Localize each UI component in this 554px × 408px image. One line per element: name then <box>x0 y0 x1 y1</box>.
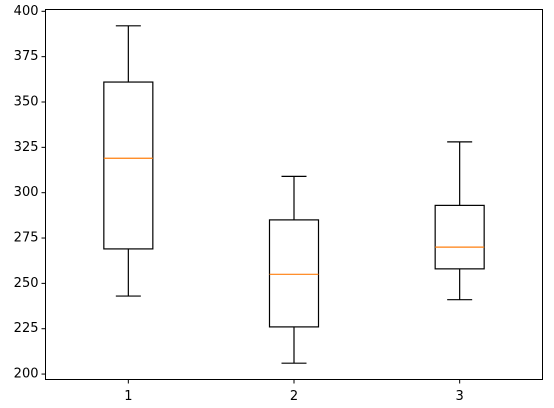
x-tick-label: 1 <box>124 389 132 404</box>
y-tick-label: 225 <box>14 321 39 336</box>
y-tick-label: 300 <box>14 185 39 200</box>
axes-frame <box>45 9 543 380</box>
y-tick-label: 275 <box>14 231 39 246</box>
x-tick-label: 2 <box>290 389 298 404</box>
plot-area <box>103 25 485 364</box>
y-axis: 200 225 250 275 300 325 350 375 400 <box>14 4 46 382</box>
iqr-box <box>434 204 485 270</box>
y-tick-label: 325 <box>14 140 39 155</box>
box-3 <box>434 141 485 301</box>
iqr-box <box>103 81 154 250</box>
iqr-box <box>268 219 320 328</box>
y-tick-label: 400 <box>14 4 39 19</box>
x-axis: 1 2 3 <box>124 379 464 404</box>
x-tick-label: 3 <box>456 389 464 404</box>
box-2 <box>268 175 320 364</box>
box-1 <box>103 25 154 297</box>
y-tick-label: 375 <box>14 49 39 64</box>
y-tick-label: 200 <box>14 367 39 382</box>
y-tick-label: 350 <box>14 95 39 110</box>
y-tick-label: 250 <box>14 276 39 291</box>
